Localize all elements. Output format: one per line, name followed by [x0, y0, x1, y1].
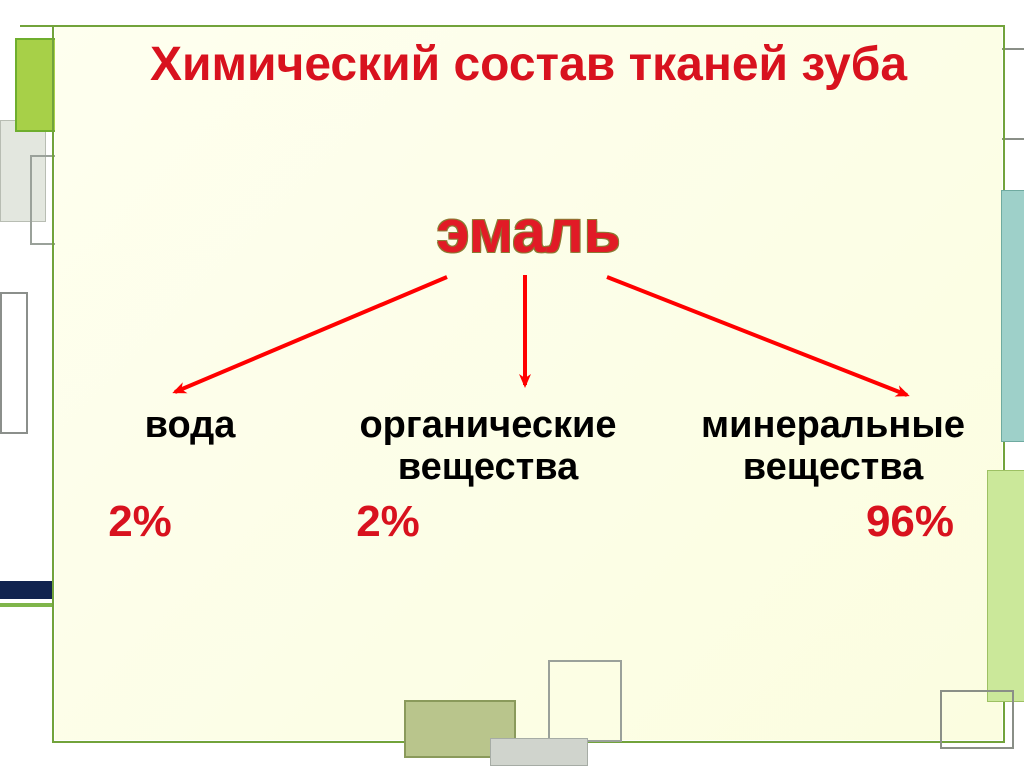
branch-value: 2% [283, 497, 493, 547]
deco-block [940, 690, 1014, 749]
deco-block [987, 470, 1024, 702]
branch-label-line: вещества [398, 446, 578, 488]
deco-block [1001, 190, 1024, 442]
slide-panel: Химический состав тканей зуба эмаль вода… [55, 27, 1002, 740]
branch-label: вода [85, 405, 295, 447]
deco-block [0, 603, 52, 607]
arrow-right [607, 277, 907, 395]
branch-label: органические вещества [303, 405, 673, 489]
branch-label: минеральные вещества [663, 405, 1003, 489]
branch-label-line: вода [145, 404, 236, 446]
stage: Химический состав тканей зуба эмаль вода… [0, 0, 1024, 767]
branch-label-line: минеральные [701, 404, 965, 446]
arrows-svg [55, 27, 1002, 740]
deco-block [0, 581, 52, 599]
root-node: эмаль [55, 197, 1002, 266]
branch-value: 2% [35, 497, 245, 547]
branch-value: 96% [805, 497, 1015, 547]
branch-label-line: вещества [743, 446, 923, 488]
deco-block [0, 292, 28, 434]
deco-block [548, 660, 622, 742]
slide-title: Химический состав тканей зуба [55, 37, 1002, 92]
branch-label-line: органические [359, 404, 616, 446]
arrow-left [175, 277, 447, 392]
deco-block [490, 738, 588, 766]
frame-line [52, 25, 54, 743]
